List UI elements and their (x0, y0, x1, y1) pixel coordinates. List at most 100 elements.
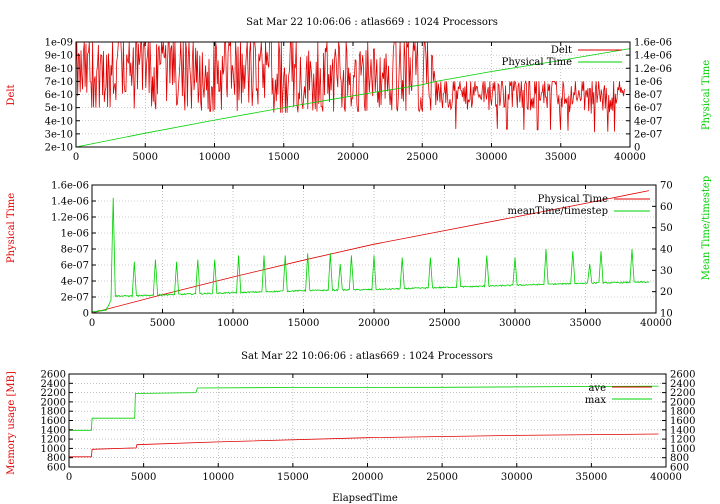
legend-label-mean-time: meanTime/timestep (507, 206, 608, 217)
x-tick-label: 0 (66, 472, 72, 483)
y2-tick-label: 2200 (670, 388, 695, 399)
y2-tick-label: 20 (660, 287, 673, 298)
x-tick-label: 40000 (614, 152, 646, 163)
memory-usage-panel: Sat Mar 22 10:06:06 : atlas669 : 1024 Pr… (6, 351, 696, 504)
series-line-delt (75, 41, 625, 133)
series-line-physical-time (75, 48, 631, 148)
x-tick-label: 25000 (426, 472, 458, 483)
y2-tick-label: 6e-07 (634, 103, 662, 114)
delt-physical-time-panel: Sat Mar 22 10:06:06 : atlas669 : 1024 Pr… (6, 17, 712, 163)
y-tick-label: 1000 (41, 444, 66, 455)
y-tick-label: 1800 (41, 407, 66, 418)
y-tick-label: 7e-10 (45, 77, 73, 88)
tick-marks: 0 5000 10000 15000 20000 25000 30000 35000 40000… (41, 370, 696, 484)
x-tick-label: 20000 (352, 472, 384, 483)
series-lines (75, 41, 631, 148)
series-lines (91, 190, 650, 314)
y2-tick-label: 1.2e-06 (634, 64, 672, 75)
x-tick-label: 15000 (288, 318, 320, 329)
x-tick-label: 5000 (131, 472, 156, 483)
x-tick-label: 0 (73, 152, 79, 163)
x-tick-label: 15000 (268, 152, 300, 163)
x-tick-label: 10000 (202, 472, 234, 483)
y2-tick-label: 600 (670, 463, 689, 474)
y-tick-label: 4e-10 (45, 116, 73, 127)
y-tick-label: 9e-10 (45, 51, 73, 62)
y-tick-label: 2200 (41, 388, 66, 399)
x-tick-label: 10000 (217, 318, 249, 329)
x-tick-label: 30000 (501, 472, 533, 483)
y2-tick-label: 40 (660, 245, 673, 256)
y-tick-label: 2400 (41, 379, 66, 390)
y-axis-label: Memory usage [MB] (6, 371, 17, 475)
y-tick-label: 1.4e-06 (51, 197, 89, 208)
y2-tick-label: 2400 (670, 379, 695, 390)
y-tick-label: 1.2e-06 (51, 213, 89, 224)
legend: ave max (585, 383, 652, 406)
y-tick-label: 8e-07 (61, 245, 89, 256)
y-tick-label: 2e-07 (61, 293, 89, 304)
y2-tick-label: 1600 (670, 416, 695, 427)
y2-tick-label: 0 (634, 143, 640, 154)
x-tick-label: 40000 (650, 472, 682, 483)
series-line-physical-time (91, 190, 650, 314)
physical-time-mean-time-panel: Physical Time Mean Time/timestep 0 5000 10… (6, 176, 712, 330)
x-tick-label: 35000 (570, 318, 602, 329)
y-tick-label: 800 (47, 453, 66, 464)
x-tick-label: 10000 (199, 152, 231, 163)
series-line-max (69, 385, 659, 431)
y-tick-label: 0 (83, 309, 89, 320)
x-tick-label: 5000 (150, 318, 175, 329)
grid-lines (92, 185, 656, 313)
y2-tick-label: 2e-07 (634, 129, 662, 140)
y2-tick-label: 1.4e-06 (634, 51, 672, 62)
grid-lines (69, 374, 666, 467)
y2-tick-label: 2000 (670, 397, 695, 408)
tick-marks: 0 5000 10000 15000 20000 25000 30000 35000 40000… (51, 181, 673, 330)
y2-tick-label: 2600 (670, 370, 695, 381)
y-tick-label: 1.6e-06 (51, 181, 89, 192)
x-tick-label: 35000 (575, 472, 607, 483)
y-axis-label: Delt (6, 84, 17, 105)
x-tick-label: 15000 (277, 472, 309, 483)
y-tick-label: 2000 (41, 397, 66, 408)
y-tick-label: 8e-10 (45, 64, 73, 75)
y-tick-label: 1e-09 (45, 38, 73, 49)
legend-label-delt: Delt (551, 45, 572, 56)
legend-label-max: max (585, 395, 606, 406)
y-tick-label: 1e-06 (61, 229, 89, 240)
y2-tick-label: 800 (670, 453, 689, 464)
y-tick-label: 5e-10 (45, 103, 73, 114)
y2-tick-label: 1800 (670, 407, 695, 418)
series-line-meantime-timestep (91, 197, 650, 313)
legend: Physical Time meanTime/timestep (507, 194, 650, 217)
y2-tick-label: 8e-07 (634, 90, 662, 101)
chart-title: Sat Mar 22 10:06:06 : atlas669 : 1024 Pr… (241, 351, 493, 362)
y2-tick-label: 4e-07 (634, 116, 662, 127)
x-tick-label: 5000 (133, 152, 158, 163)
y2-axis-label: Physical Time (701, 60, 712, 130)
x-tick-label: 20000 (358, 318, 390, 329)
x-tick-label: 25000 (429, 318, 461, 329)
x-tick-label: 0 (89, 318, 95, 329)
x-tick-label: 30000 (499, 318, 531, 329)
y2-tick-label: 30 (660, 266, 673, 277)
y2-tick-label: 1e-06 (634, 77, 662, 88)
legend: Delt Physical Time (502, 45, 622, 68)
x-tick-label: 30000 (476, 152, 508, 163)
y-tick-label: 1400 (41, 425, 66, 436)
y2-tick-label: 1000 (670, 444, 695, 455)
y2-tick-label: 1400 (670, 425, 695, 436)
legend-label-ave: ave (588, 383, 606, 394)
y2-axis-label: Mean Time/timestep (701, 176, 712, 280)
series-lines (69, 385, 659, 458)
x-axis-label: ElapsedTime (332, 493, 398, 504)
series-line-ave (69, 433, 659, 458)
y-tick-label: 600 (47, 463, 66, 474)
x-tick-label: 20000 (337, 152, 369, 163)
y-tick-label: 1200 (41, 435, 66, 446)
y-tick-label: 6e-07 (61, 261, 89, 272)
chart-title: Sat Mar 22 10:06:06 : atlas669 : 1024 Pr… (246, 17, 498, 28)
y-axis-label: Physical Time (6, 193, 17, 263)
